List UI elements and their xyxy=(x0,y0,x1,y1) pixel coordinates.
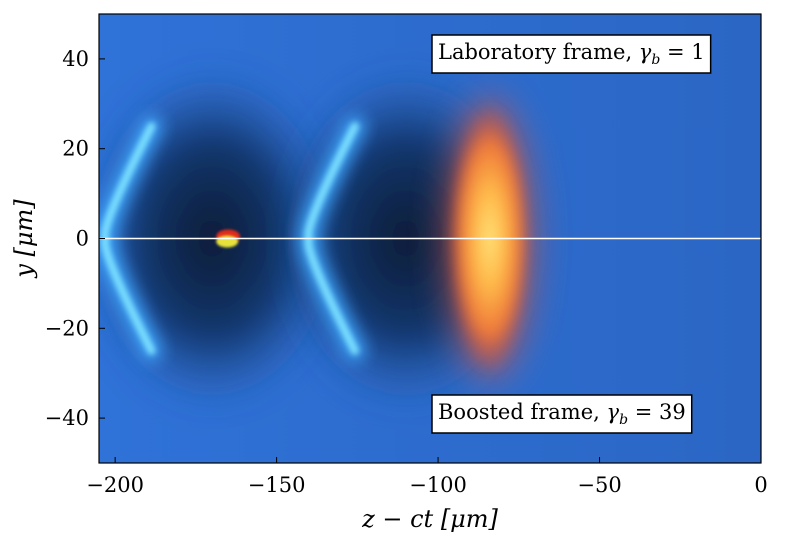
y-axis-label: y [μm] xyxy=(10,199,38,279)
annotation-laboratory-frame-prefix: Laboratory frame, xyxy=(438,40,639,64)
y-tick-label: −40 xyxy=(45,406,89,430)
electron-bunch-lower xyxy=(216,235,239,248)
x-tick-label: −150 xyxy=(248,473,306,497)
annotation-laboratory-frame: Laboratory frame, γb = 1 xyxy=(431,34,712,74)
annotation-laboratory-frame-sub: b xyxy=(651,52,660,68)
y-tick-label: 20 xyxy=(62,137,89,161)
y-tick-label: −20 xyxy=(45,316,89,340)
annotation-boosted-frame: Boosted frame, γb = 39 xyxy=(431,394,693,434)
annotation-boosted-frame-text: Boosted frame, γb = 39 xyxy=(438,400,686,428)
x-tick-label: −50 xyxy=(577,473,621,497)
heatmap-plot-area xyxy=(99,14,761,463)
annotation-boosted-frame-box xyxy=(431,394,693,434)
annotation-boosted-frame-sub: b xyxy=(619,412,628,428)
annotation-laboratory-frame-suffix: = 1 xyxy=(660,40,704,64)
x-tick-label: 0 xyxy=(754,473,767,497)
annotation-laboratory-frame-box xyxy=(431,34,712,74)
annotation-boosted-frame-suffix: = 39 xyxy=(628,400,686,424)
y-tick-label: 0 xyxy=(76,227,89,251)
annotation-boosted-frame-prefix: Boosted frame, xyxy=(438,400,607,424)
annotation-boosted-frame-gamma: γ xyxy=(607,400,620,424)
x-axis-label: z − ct [μm] xyxy=(361,505,498,533)
annotation-laboratory-frame-gamma: γ xyxy=(639,40,652,64)
x-tick-label: −200 xyxy=(86,473,144,497)
x-tick-label: −100 xyxy=(409,473,467,497)
y-tick-label: 40 xyxy=(62,47,89,71)
annotation-laboratory-frame-text: Laboratory frame, γb = 1 xyxy=(438,40,705,68)
